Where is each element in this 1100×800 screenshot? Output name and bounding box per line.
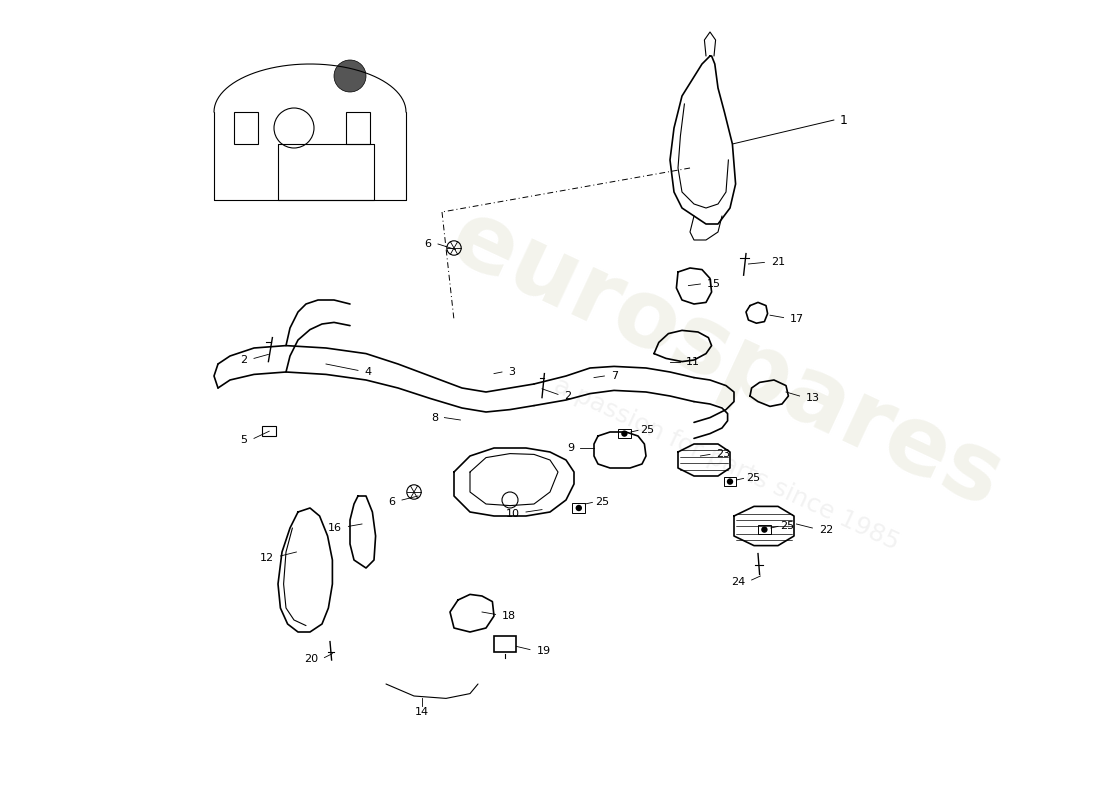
Text: 9: 9 [566, 443, 574, 453]
Bar [572, 503, 585, 513]
Bar [262, 426, 276, 436]
Text: 2: 2 [564, 391, 572, 401]
Text: 10: 10 [506, 509, 519, 518]
Text: 25: 25 [595, 498, 609, 507]
Text: 6: 6 [388, 497, 396, 506]
Text: 23: 23 [716, 450, 730, 459]
Text: eurospares: eurospares [436, 192, 1016, 528]
Text: 22: 22 [818, 525, 833, 534]
Text: 18: 18 [502, 611, 516, 621]
Circle shape [727, 478, 734, 485]
Text: 3: 3 [508, 367, 516, 377]
Text: 7: 7 [610, 371, 618, 381]
Bar [618, 429, 630, 438]
Text: eurospares: eurospares [436, 192, 1016, 528]
Circle shape [334, 60, 366, 92]
Text: 1: 1 [839, 114, 847, 126]
Bar [234, 112, 258, 144]
Text: 12: 12 [260, 553, 274, 562]
Bar [758, 525, 771, 534]
Text: 4: 4 [364, 367, 372, 377]
Circle shape [621, 430, 628, 437]
Text: 20: 20 [304, 654, 318, 664]
Text: 5: 5 [241, 435, 248, 445]
Text: a passion for parts since 1985: a passion for parts since 1985 [550, 373, 902, 555]
Text: 8: 8 [431, 413, 438, 422]
Text: 21: 21 [771, 258, 785, 267]
Text: 11: 11 [686, 357, 700, 366]
Bar [724, 477, 736, 486]
Text: 13: 13 [806, 393, 820, 402]
Circle shape [575, 505, 582, 511]
Text: 25: 25 [746, 474, 760, 483]
Text: 17: 17 [790, 314, 804, 324]
Text: 25: 25 [780, 522, 794, 531]
Text: 19: 19 [537, 646, 550, 656]
Text: 16: 16 [328, 523, 342, 533]
Text: 25: 25 [640, 426, 654, 435]
Text: 15: 15 [707, 279, 721, 289]
Circle shape [761, 526, 768, 533]
Text: 14: 14 [415, 707, 429, 717]
Bar [494, 636, 516, 652]
Text: 2: 2 [241, 355, 248, 365]
Text: 6: 6 [425, 239, 431, 249]
Bar [346, 112, 370, 144]
Text: 24: 24 [732, 577, 745, 586]
